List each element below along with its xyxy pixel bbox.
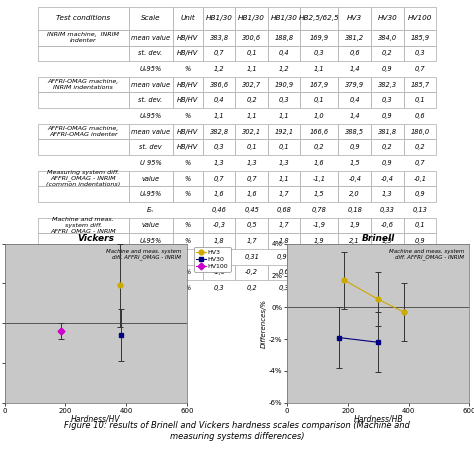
- Text: Machine and meas. system
diff. AFFRI_OMAG - INRIM: Machine and meas. system diff. AFFRI_OMA…: [389, 248, 464, 260]
- Text: Figure 10: results of Brinell and Vickers hardness scales comparison (Machine an: Figure 10: results of Brinell and Vicker…: [64, 421, 410, 441]
- Legend: HV3, HV30, HV100: HV3, HV30, HV100: [194, 247, 230, 272]
- Title: Vickers: Vickers: [77, 234, 114, 243]
- Y-axis label: Differences/%: Differences/%: [261, 299, 267, 348]
- X-axis label: Hardness/HV: Hardness/HV: [71, 415, 121, 424]
- X-axis label: Hardness/HB: Hardness/HB: [353, 415, 403, 424]
- Text: Machine and meas. system
diff. AFFRI_OMAG - INRIM: Machine and meas. system diff. AFFRI_OMA…: [106, 248, 182, 260]
- Title: Brinell: Brinell: [362, 234, 395, 243]
